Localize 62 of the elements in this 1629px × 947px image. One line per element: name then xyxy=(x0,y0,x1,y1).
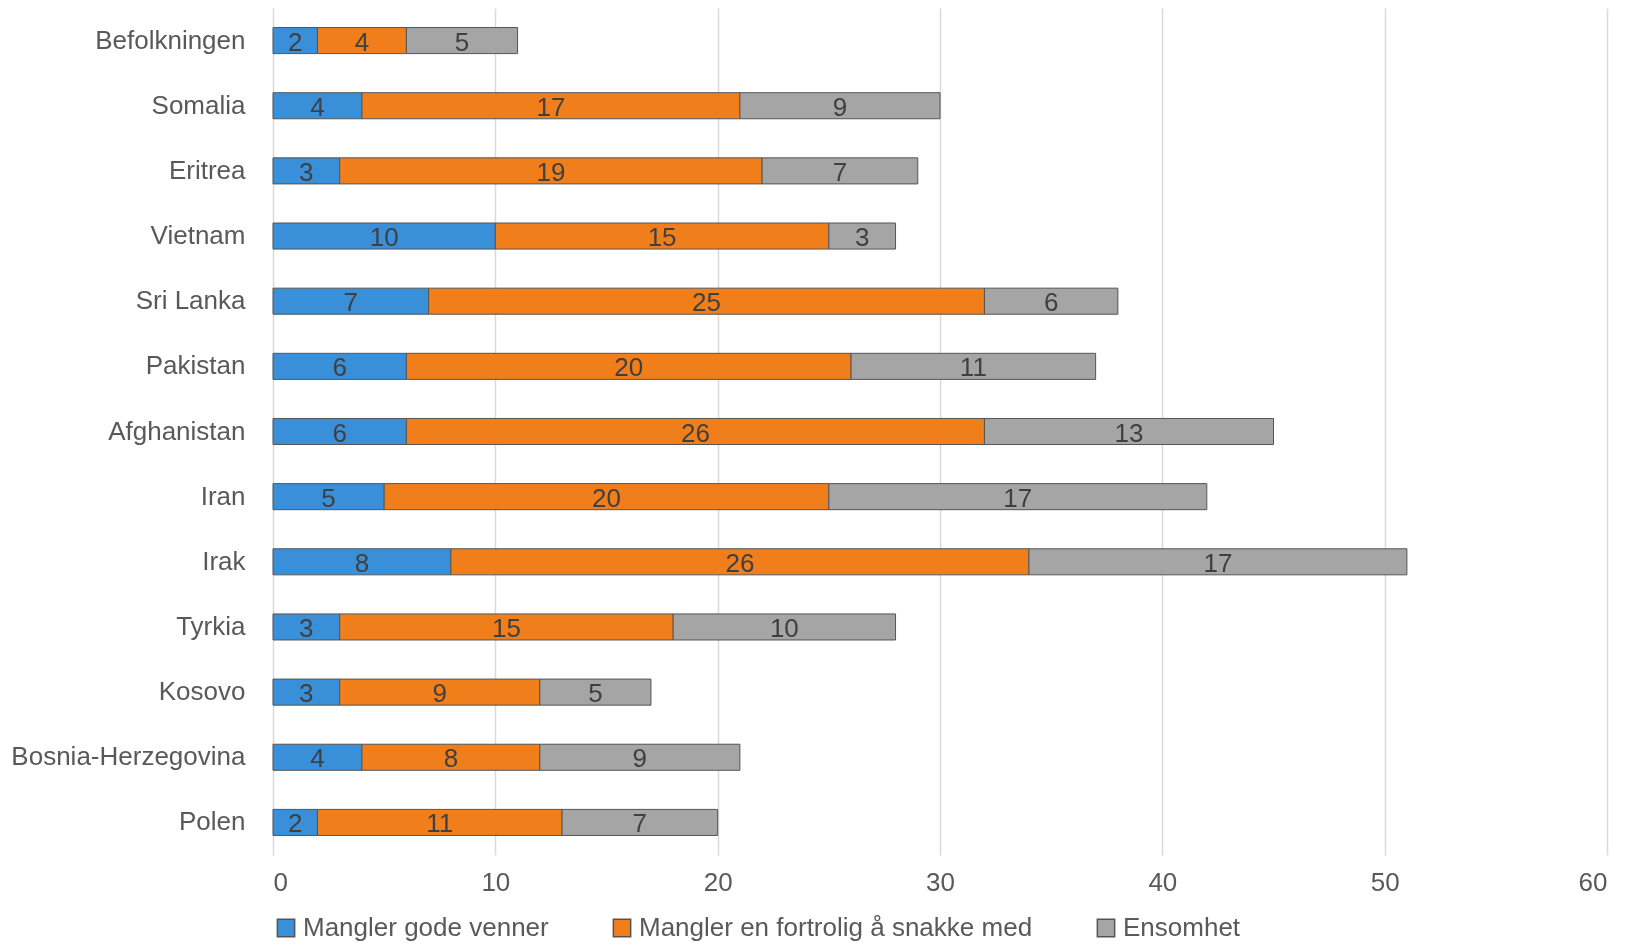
y-tick-label: Pakistan xyxy=(145,350,246,381)
y-tick-label: Befolkningen xyxy=(95,24,246,55)
data-label: 5 xyxy=(321,482,336,513)
data-label: 5 xyxy=(454,26,470,57)
data-label: 3 xyxy=(299,678,314,709)
y-tick-label: Vietnam xyxy=(150,220,246,251)
y-tick-label: Somalia xyxy=(151,89,247,120)
y-tick-label: Eritrea xyxy=(168,154,247,185)
data-label: 4 xyxy=(310,91,325,122)
data-label: 15 xyxy=(647,222,677,253)
data-label: 7 xyxy=(632,808,648,839)
data-label: 10 xyxy=(369,222,399,253)
x-tick-label: 0 xyxy=(273,866,288,897)
data-label: 7 xyxy=(832,156,848,187)
x-tick-label: 60 xyxy=(1578,866,1608,897)
data-label: 26 xyxy=(680,417,710,448)
data-label: 17 xyxy=(536,91,566,122)
data-label: 15 xyxy=(491,612,521,643)
data-label: 4 xyxy=(354,26,370,57)
data-label: 11 xyxy=(959,352,987,383)
data-label: 7 xyxy=(343,287,359,318)
data-label: 8 xyxy=(443,743,459,774)
data-label: 3 xyxy=(299,612,314,643)
x-tick-label: 10 xyxy=(481,866,511,897)
x-tick-label: 20 xyxy=(703,866,733,897)
y-tick-label: Irak xyxy=(202,545,247,576)
y-tick-label: Bosnia-Herzegovina xyxy=(11,741,247,772)
data-label: 2 xyxy=(288,26,303,57)
x-tick-label: 50 xyxy=(1370,866,1400,897)
data-label: 20 xyxy=(614,352,644,383)
x-tick-label: 30 xyxy=(926,866,955,897)
data-label: 6 xyxy=(1043,287,1059,318)
data-label: 13 xyxy=(1114,417,1144,448)
y-tick-label: Iran xyxy=(200,480,246,511)
data-label: 19 xyxy=(536,156,566,187)
legend-label: Mangler gode venner xyxy=(303,912,550,942)
data-label: 3 xyxy=(299,156,314,187)
data-label: 10 xyxy=(769,612,799,643)
data-label: 26 xyxy=(725,547,755,578)
legend-label: Ensomhet xyxy=(1123,912,1241,942)
x-tick-label: 40 xyxy=(1148,866,1178,897)
data-label: 17 xyxy=(1003,482,1033,513)
y-tick-label: Sri Lanka xyxy=(135,285,247,316)
data-label: 3 xyxy=(854,222,870,253)
data-label: 6 xyxy=(332,417,347,448)
data-label: 2 xyxy=(288,808,303,839)
data-label: 4 xyxy=(310,743,325,774)
y-tick-label: Tyrkia xyxy=(176,610,247,641)
legend-label: Mangler en fortrolig å snakke med xyxy=(639,912,1033,942)
data-label: 17 xyxy=(1203,547,1233,578)
y-tick-label: Polen xyxy=(179,806,246,837)
y-tick-label: Afghanistan xyxy=(108,415,246,446)
data-label: 9 xyxy=(632,743,648,774)
data-label: 9 xyxy=(832,91,848,122)
data-label: 9 xyxy=(432,678,447,709)
data-label: 6 xyxy=(332,352,347,383)
data-label: 25 xyxy=(692,287,722,318)
data-label: 5 xyxy=(588,678,603,709)
data-label: 8 xyxy=(354,547,370,578)
y-tick-label: Kosovo xyxy=(158,676,246,707)
data-label: 11 xyxy=(426,808,454,839)
data-label: 20 xyxy=(592,482,621,513)
